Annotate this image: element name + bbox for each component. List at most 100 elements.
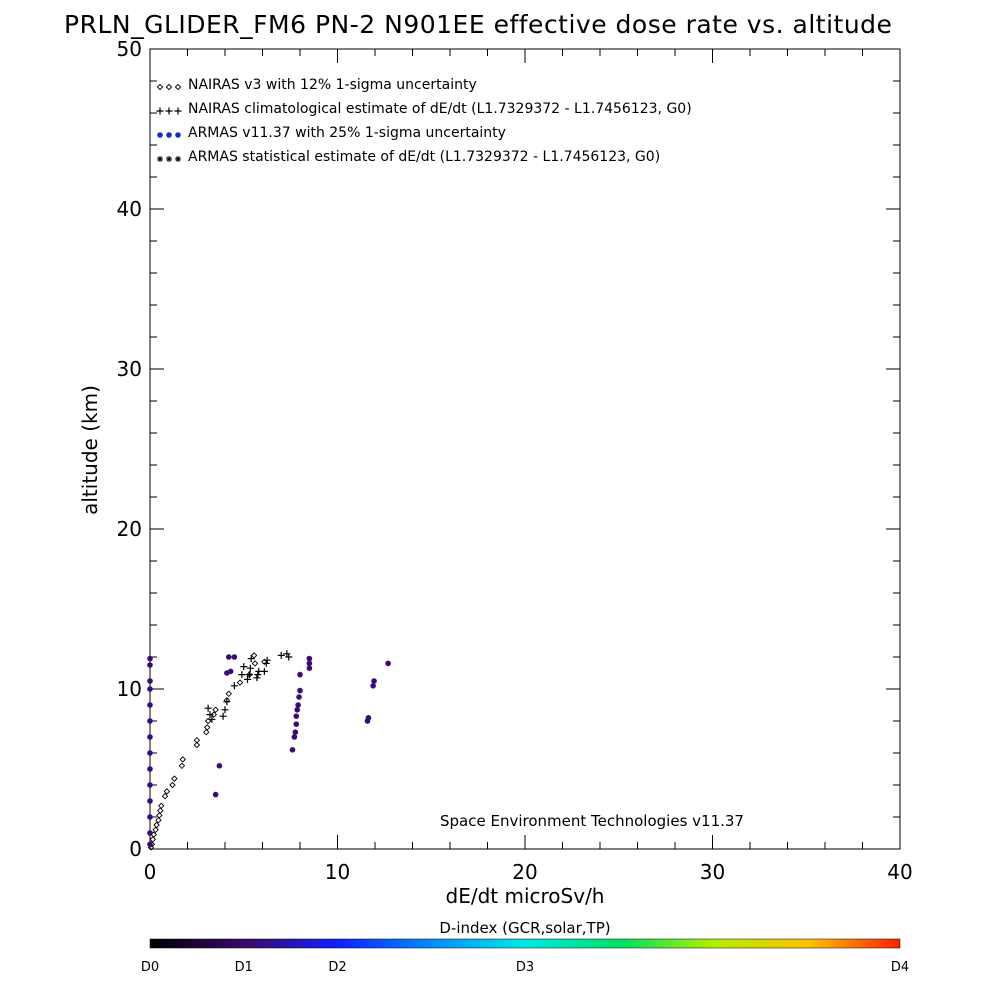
nairas-diamond-point	[193, 736, 201, 744]
x-tick-label: 20	[512, 860, 537, 884]
x-tick-label: 10	[325, 860, 350, 884]
y-tick-label: 20	[117, 517, 142, 541]
nairas-diamond-point	[149, 836, 157, 843]
x-tick-label: 0	[144, 860, 157, 884]
armas-dot-point	[147, 830, 153, 836]
nairas-plus-point	[253, 674, 261, 682]
colorbar-labels: D0 D1 D2 D3 D4	[141, 960, 909, 975]
armas-dot-point	[147, 798, 153, 804]
nairas-diamond-point	[203, 724, 211, 731]
nairas-diamond-point	[157, 807, 164, 814]
legend-label: ARMAS v11.37 with 25% 1-sigma uncertaint…	[188, 125, 506, 141]
nairas-diamond-point	[156, 83, 164, 91]
armas-dot-point	[157, 132, 163, 138]
armas-dot-point	[147, 655, 153, 662]
colorbar-title: D-index (GCR,solar,TP)	[439, 919, 610, 937]
armas-dot-point	[385, 660, 391, 667]
nairas-diamond-point	[161, 792, 169, 800]
nairas-plus-point	[240, 663, 248, 671]
nairas-plus-point	[244, 675, 251, 683]
nairas-plus-point	[260, 667, 268, 675]
armas-dot-point	[147, 702, 153, 708]
chart-title: PRLN_GLIDER_FM6 PN-2 N901EE effective do…	[64, 10, 893, 39]
legend-label: ARMAS statistical estimate of dE/dt (L1.…	[188, 149, 660, 165]
plot-frame	[149, 48, 901, 850]
nairas-plus-point	[277, 651, 285, 659]
nairas-plus-point	[263, 656, 271, 664]
nairas-diamond-point	[169, 781, 176, 789]
nairas-plus-point	[165, 107, 173, 115]
colorbar-label: D0	[141, 960, 159, 975]
y-tick-label: 10	[117, 677, 142, 701]
nairas-diamond-point	[225, 690, 232, 698]
nairas-diamond-point	[174, 83, 182, 91]
armas-dot-point	[297, 671, 303, 678]
axis-ticks	[149, 48, 901, 850]
nairas-plus-point	[223, 698, 231, 706]
y-tick-label: 40	[117, 197, 142, 221]
nairas-diamond-point	[250, 652, 258, 659]
armas-dot-point	[216, 763, 223, 769]
armas-dot-point	[147, 782, 153, 788]
nairas-diamond-point	[212, 706, 219, 714]
armas-dot-point	[147, 814, 153, 820]
armas-dot-point	[292, 729, 299, 735]
y-tick-label: 30	[117, 357, 142, 381]
nairas-diamond-point	[156, 812, 163, 819]
colorbar-label: D3	[516, 960, 534, 975]
armas-dot-point	[147, 841, 153, 847]
armas-dot-point	[227, 668, 234, 675]
nairas-diamond-point	[210, 711, 217, 718]
nairas-diamond-point	[193, 741, 201, 749]
armas-dot-point	[293, 721, 300, 727]
nairas-plus-point	[247, 655, 255, 663]
armas-dot-point	[306, 655, 313, 662]
nairas-plus-point	[206, 711, 214, 719]
armas-dot-point	[147, 678, 153, 684]
armas-dot-point	[147, 718, 153, 724]
armas-dot-point	[295, 702, 301, 708]
armas-dot-point	[147, 662, 153, 668]
annotation: Space Environment Technologies v11.37	[440, 812, 744, 830]
x-tick-label: 40	[887, 860, 912, 884]
nairas-diamond-point	[171, 775, 178, 782]
data-points	[147, 650, 391, 851]
armas-asterisk-point	[175, 156, 181, 162]
armas-asterisk-point	[166, 156, 172, 162]
nairas-diamond-point	[236, 679, 244, 686]
nairas-diamond-point	[155, 816, 162, 824]
colorbar-label: D4	[891, 960, 909, 975]
armas-dot-point	[166, 132, 172, 138]
colorbar	[149, 938, 901, 949]
y-tick-label: 0	[129, 837, 142, 861]
armas-dot-point	[225, 654, 232, 660]
legend-label: NAIRAS climatological estimate of dE/dt …	[188, 101, 692, 117]
nairas-diamond-point	[179, 756, 187, 763]
armas-dot-point	[289, 747, 296, 753]
nairas-diamond-point	[165, 83, 173, 91]
armas-dot-point	[147, 734, 153, 740]
nairas-plus-point	[204, 704, 212, 712]
armas-asterisk-point	[157, 156, 163, 162]
tick-labels: 0 10 20 30 40 0 10 20 30 40 50	[117, 37, 913, 884]
armas-dot-point	[147, 686, 153, 692]
armas-dot-point	[306, 665, 313, 671]
armas-dot-point	[296, 694, 302, 700]
nairas-diamond-point	[203, 728, 210, 736]
legend: NAIRAS v3 with 12% 1-sigma uncertainty NA…	[156, 77, 692, 165]
nairas-diamond-point	[153, 821, 160, 829]
nairas-plus-point	[221, 706, 229, 714]
armas-dot-point	[371, 678, 377, 684]
nairas-diamond-point	[204, 717, 212, 725]
armas-dot-point	[293, 713, 300, 719]
colorbar-label: D1	[235, 960, 253, 975]
armas-dot-point	[294, 707, 300, 713]
nairas-plus-point	[245, 671, 253, 679]
nairas-plus-point	[285, 653, 293, 661]
y-tick-label: 50	[117, 37, 142, 61]
armas-dot-point	[147, 750, 153, 756]
nairas-plus-point	[254, 671, 262, 679]
nairas-plus-point	[230, 682, 238, 690]
armas-dot-point	[370, 683, 376, 689]
